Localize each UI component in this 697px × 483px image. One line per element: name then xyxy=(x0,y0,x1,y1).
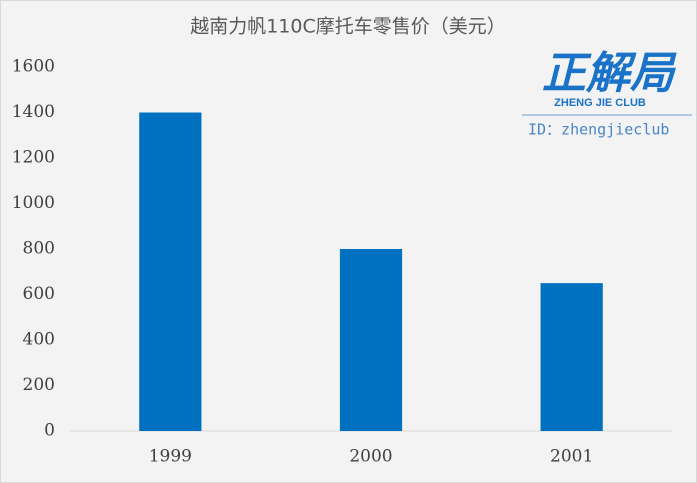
y-tick-label: 400 xyxy=(23,330,55,350)
watermark-logo: 正解局 xyxy=(542,48,677,99)
x-tick-label: 1999 xyxy=(149,447,192,467)
y-tick-label: 200 xyxy=(23,375,55,395)
bar xyxy=(139,112,202,431)
y-tick-label: 1400 xyxy=(12,102,55,122)
watermark-id: ID：zhengjieclub xyxy=(528,121,669,139)
y-tick-label: 1000 xyxy=(12,193,55,213)
bar xyxy=(339,249,403,431)
y-tick-label: 1200 xyxy=(12,148,55,168)
x-tick-label: 2000 xyxy=(349,447,392,467)
y-tick-label: 1600 xyxy=(12,57,55,77)
chart-title: 越南力帆110C摩托车零售价（美元） xyxy=(190,16,506,38)
x-tick-label: 2001 xyxy=(550,447,593,467)
watermark-subtitle: ZHENG JIE CLUB xyxy=(554,97,646,109)
y-tick-label: 800 xyxy=(23,239,55,259)
y-tick-label: 600 xyxy=(23,284,55,304)
bar xyxy=(540,283,603,431)
y-tick-label: 0 xyxy=(44,421,55,441)
